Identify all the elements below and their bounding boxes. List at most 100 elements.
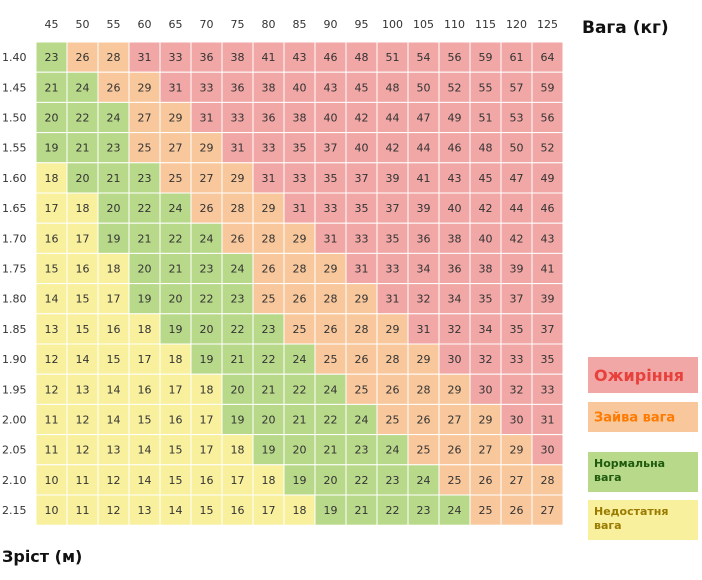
bmi-value-label: 25: [355, 383, 369, 396]
bmi-value-label: 11: [45, 444, 59, 457]
bmi-value-label: 42: [510, 232, 524, 245]
bmi-value-label: 45: [355, 81, 369, 94]
bmi-value-label: 22: [200, 293, 214, 306]
bmi-value-label: 18: [107, 263, 121, 276]
bmi-value-label: 17: [231, 474, 245, 487]
bmi-value-label: 29: [448, 383, 462, 396]
x-tick-label: 50: [76, 18, 90, 31]
bmi-value-label: 42: [386, 142, 400, 155]
bmi-value-label: 19: [45, 142, 59, 155]
bmi-cell: [469, 403, 502, 436]
bmi-value-label: 15: [45, 263, 59, 276]
bmi-cell: [345, 494, 378, 526]
bmi-value-label: 24: [231, 263, 245, 276]
bmi-value-label: 16: [138, 383, 152, 396]
bmi-value-label: 23: [355, 444, 369, 457]
bmi-cell: [35, 41, 68, 73]
bmi-cell: [469, 434, 502, 466]
bmi-value-label: 22: [324, 414, 338, 427]
bmi-cell: [252, 343, 285, 375]
bmi-value-label: 29: [355, 293, 369, 306]
bmi-value-label: 40: [448, 202, 462, 215]
bmi-cell: [190, 343, 223, 375]
bmi-cell: [469, 132, 502, 164]
bmi-value-label: 25: [448, 474, 462, 487]
bmi-cell: [314, 252, 347, 285]
bmi-value-label: 26: [293, 293, 307, 306]
bmi-value-label: 26: [448, 444, 462, 457]
bmi-value-label: 29: [324, 263, 338, 276]
bmi-cell: [531, 132, 564, 164]
bmi-value-label: 44: [510, 202, 524, 215]
bmi-cell: [407, 192, 440, 224]
bmi-value-label: 18: [169, 353, 183, 366]
bmi-value-label: 39: [386, 172, 400, 185]
bmi-cell: [159, 132, 192, 164]
bmi-value-label: 20: [76, 172, 90, 185]
bmi-cell: [438, 192, 471, 224]
bmi-value-label: 25: [138, 142, 152, 155]
bmi-value-label: 16: [76, 263, 90, 276]
y-tick-label: 1.75: [2, 263, 27, 276]
bmi-value-label: 33: [510, 353, 524, 366]
bmi-value-label: 26: [355, 353, 369, 366]
bmi-value-label: 64: [541, 51, 555, 64]
bmi-value-label: 24: [76, 81, 90, 94]
bmi-cell: [221, 162, 254, 194]
bmi-value-label: 25: [386, 414, 400, 427]
x-tick-label: 70: [200, 18, 214, 31]
bmi-value-label: 31: [231, 142, 245, 155]
bmi-cell: [221, 373, 254, 405]
bmi-cell: [438, 464, 471, 496]
bmi-value-label: 48: [386, 81, 400, 94]
bmi-cell: [190, 41, 223, 73]
bmi-value-label: 21: [169, 263, 183, 276]
bmi-value-label: 44: [386, 112, 400, 125]
bmi-cell: [252, 313, 285, 345]
bmi-value-label: 27: [448, 414, 462, 427]
y-tick-label: 1.45: [2, 81, 27, 94]
bmi-cell: [190, 373, 223, 405]
bmi-value-label: 28: [324, 293, 338, 306]
bmi-value-label: 20: [45, 112, 59, 125]
bmi-cell: [469, 252, 502, 285]
bmi-cell: [66, 71, 99, 103]
bmi-value-label: 35: [293, 142, 307, 155]
x-tick-label: 45: [45, 18, 59, 31]
bmi-cell: [97, 283, 130, 315]
bmi-value-label: 29: [510, 444, 524, 457]
bmi-cell: [407, 132, 440, 164]
bmi-cell: [252, 434, 285, 466]
bmi-value-label: 48: [355, 51, 369, 64]
bmi-cell: [97, 343, 130, 375]
x-tick-label: 120: [506, 18, 527, 31]
bmi-value-label: 31: [541, 414, 555, 427]
bmi-value-label: 22: [76, 112, 90, 125]
bmi-value-label: 59: [541, 81, 555, 94]
bmi-value-label: 25: [479, 504, 493, 517]
bmi-value-label: 21: [76, 142, 90, 155]
bmi-value-label: 18: [231, 444, 245, 457]
x-axis-title: Вага (кг): [582, 18, 669, 38]
x-tick-label: 115: [475, 18, 496, 31]
bmi-cell: [500, 132, 533, 164]
bmi-value-label: 25: [169, 172, 183, 185]
bmi-value-label: 31: [293, 202, 307, 215]
bmi-value-label: 35: [479, 293, 493, 306]
bmi-value-label: 17: [45, 202, 59, 215]
bmi-value-label: 40: [293, 81, 307, 94]
bmi-value-label: 45: [479, 172, 493, 185]
bmi-cell: [531, 41, 564, 73]
bmi-value-label: 19: [262, 444, 276, 457]
bmi-value-label: 36: [262, 112, 276, 125]
bmi-value-label: 35: [541, 353, 555, 366]
bmi-value-label: 35: [510, 323, 524, 336]
bmi-value-label: 38: [262, 81, 276, 94]
bmi-value-label: 35: [386, 232, 400, 245]
bmi-cell: [128, 132, 161, 164]
bmi-value-label: 19: [138, 293, 152, 306]
bmi-value-label: 18: [200, 383, 214, 396]
bmi-value-label: 43: [324, 81, 338, 94]
bmi-cell: [190, 403, 223, 436]
legend-label: Зайва вага: [594, 411, 675, 426]
